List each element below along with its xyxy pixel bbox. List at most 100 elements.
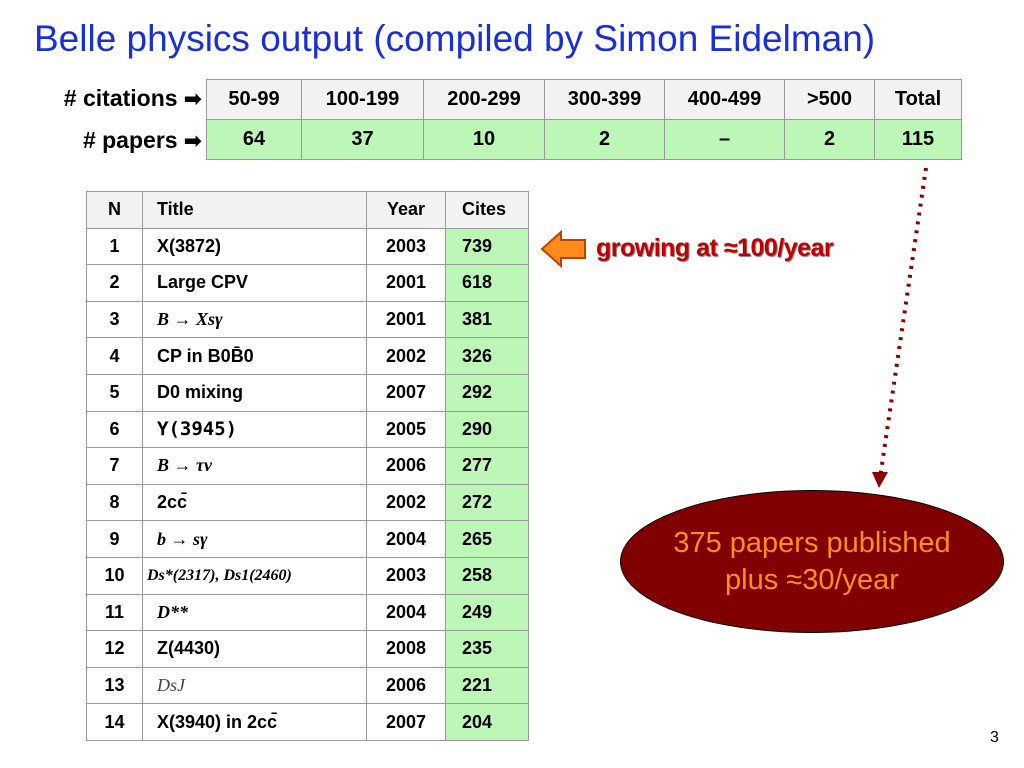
row-year: 2007 [366,373,446,412]
table-row: 8 2cc̄ 2002 272 [86,483,529,522]
slide-title: Belle physics output (compiled by Simon … [34,18,876,59]
row-cites: 618 [445,264,529,302]
header-cites: Cites [445,191,529,229]
row-year: 2004 [366,593,446,632]
table-row: 11 D** 2004 249 [86,593,529,632]
dotted-connector-arrow [872,167,928,488]
row-title: D0 mixing [142,373,367,412]
row-number: 4 [86,337,143,375]
table-row: 12 Z(4430) 2008 235 [86,630,529,668]
row-cites: 258 [445,556,529,595]
row-title: 2cc̄ [142,483,367,522]
row-title: B → τν [142,447,367,485]
paper-count-cell: 2 [544,119,665,160]
page-number: 3 [990,729,999,746]
row-number: 11 [86,593,143,632]
table-row: 6 Υ(3945) 2005 290 [86,410,529,449]
row-title: D** [142,593,367,632]
paper-count-row: 64 37 10 2 – 2 115 [206,119,962,160]
row-year: 2002 [366,483,446,522]
row-title: Ds*(2317), Ds1(2460) [142,556,367,595]
row-cites: 381 [445,300,529,339]
table-row: 13 DsJ 2006 221 [86,666,529,705]
table-row: 4 CP in B0B̄0 2002 326 [86,337,529,375]
row-number: 7 [86,447,143,485]
row-cites: 204 [445,703,529,741]
table-row: 5 D0 mixing 2007 292 [86,373,529,412]
total-papers-ellipse: 375 papers published plus ≈30/year [620,490,1004,633]
row-title: DsJ [142,666,367,705]
row-title: X(3940) in 2cc̄ [142,703,367,741]
table-row: 3 B → Xsγ 2001 381 [86,300,529,339]
citation-summary-table: 50-99 100-199 200-299 300-399 400-499 >5… [206,79,962,160]
table-row: 1 X(3872) 2003 739 [86,227,529,266]
citation-range-cell: 50-99 [206,79,302,120]
table-header-row: N Title Year Cites [86,191,529,229]
row-cites: 326 [445,337,529,375]
table-row: 2 Large CPV 2001 618 [86,264,529,302]
ellipse-text-line2: plus ≈30/year [725,563,899,596]
top-papers-table: N Title Year Cites 1 X(3872) 2003 739 2 … [86,191,529,741]
row-number: 10 [86,556,143,595]
row-cites: 235 [445,630,529,668]
row-title: B → Xsγ [142,300,367,339]
papers-label-text: # papers [82,127,178,153]
header-title: Title [142,191,367,229]
row-year: 2002 [366,337,446,375]
row-year: 2005 [366,410,446,449]
ellipse-text-line1: 375 papers published [673,526,951,559]
row-year: 2006 [366,666,446,705]
header-year: Year [366,191,446,229]
row-year: 2004 [366,520,446,558]
table-row: 7 B → τν 2006 277 [86,447,529,485]
paper-count-cell: – [664,119,785,160]
row-number: 3 [86,300,143,339]
row-number: 6 [86,410,143,449]
row-year: 2008 [366,630,446,668]
row-cites: 265 [445,520,529,558]
row-title: X(3872) [142,227,367,266]
row-year: 2001 [366,300,446,339]
citation-range-cell: >500 [784,79,875,120]
row-cites: 292 [445,373,529,412]
row-number: 8 [86,483,143,522]
citation-range-row: 50-99 100-199 200-299 300-399 400-499 >5… [206,79,962,120]
citation-range-cell: 200-299 [423,79,545,120]
row-title: Υ(3945) [142,410,367,449]
citation-range-cell: 400-499 [664,79,785,120]
citations-label-text: # citations [63,85,178,111]
row-cites: 739 [445,227,529,266]
paper-count-cell: 10 [423,119,545,160]
row-number: 14 [86,703,143,741]
citation-range-cell: 300-399 [544,79,665,120]
row-title: Large CPV [142,264,367,302]
row-cites: 277 [445,447,529,485]
row-title: b → sγ [142,520,367,558]
row-title: Z(4430) [142,630,367,668]
row-number: 12 [86,630,143,668]
table-row: 9 b → sγ 2004 265 [86,520,529,558]
table-row: 10 Ds*(2317), Ds1(2460) 2003 258 [86,556,529,595]
row-number: 13 [86,666,143,705]
row-year: 2003 [366,556,446,595]
row-year: 2006 [366,447,446,485]
row-number: 1 [86,227,143,266]
row-title: CP in B0B̄0 [142,337,367,375]
row-number: 9 [86,520,143,558]
citations-label: # citations ➡ [64,85,202,112]
citation-range-cell: Total [874,79,962,120]
orange-left-arrow-icon [540,229,586,269]
paper-count-cell: 64 [206,119,302,160]
table-row: 14 X(3940) in 2cc̄ 2007 204 [86,703,529,741]
row-cites: 290 [445,410,529,449]
paper-count-cell: 37 [301,119,424,160]
growing-annotation: growing at ≈100/year [596,234,834,262]
row-year: 2003 [366,227,446,266]
row-number: 5 [86,373,143,412]
papers-label: # papers ➡ [83,127,202,154]
row-cites: 249 [445,593,529,632]
row-cites: 272 [445,483,529,522]
row-number: 2 [86,264,143,302]
row-year: 2001 [366,264,446,302]
paper-count-cell: 2 [784,119,875,160]
